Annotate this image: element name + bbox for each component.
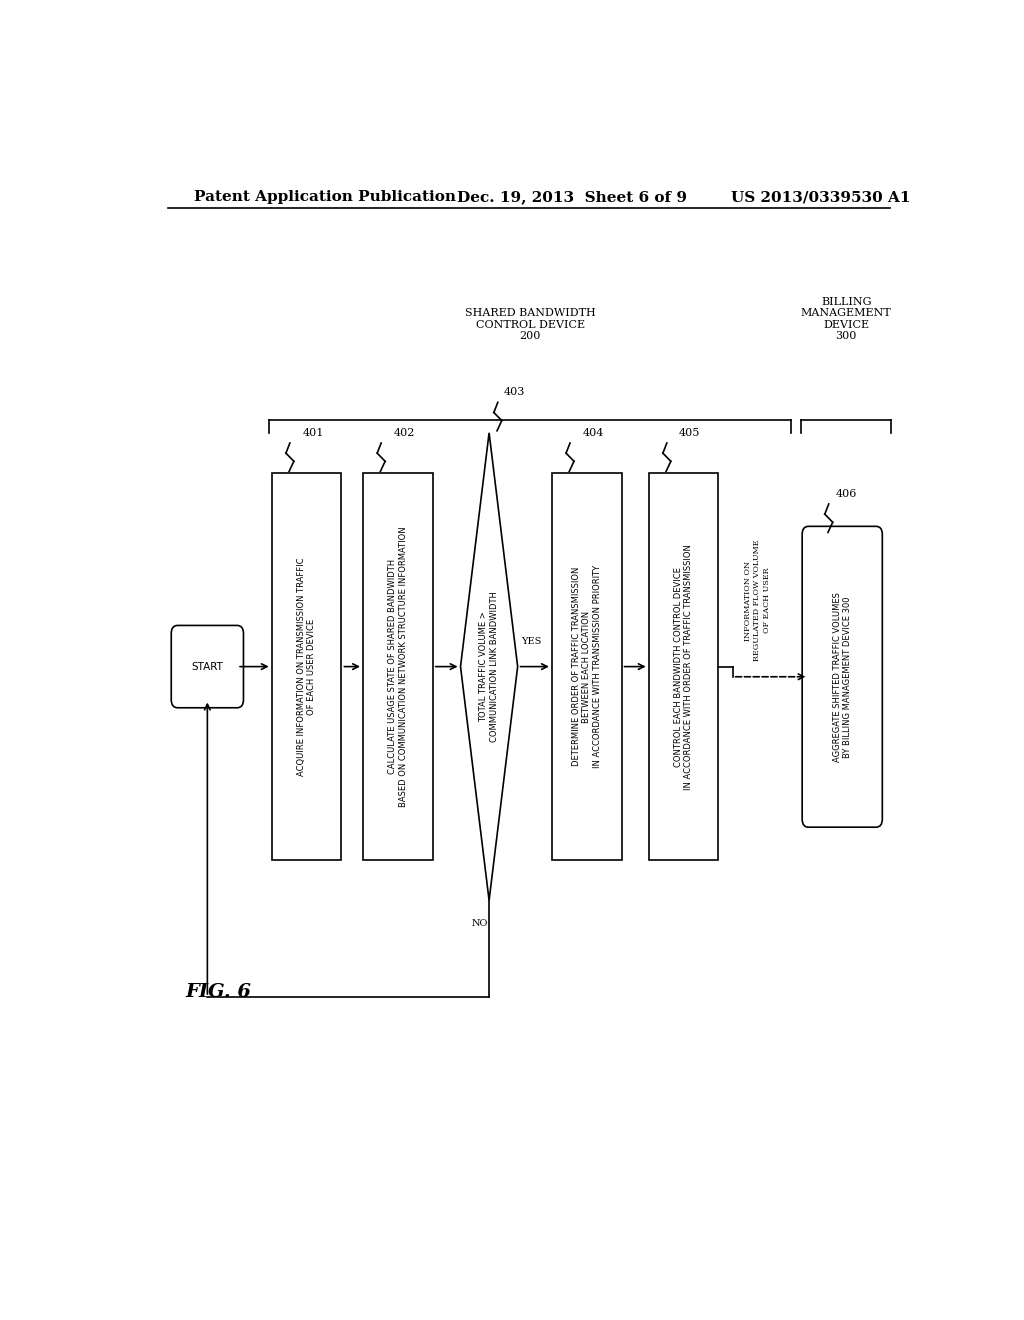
Bar [271,474,341,859]
Text: 403: 403 [504,387,525,397]
Text: 404: 404 [583,428,604,438]
Text: TOTAL TRAFFIC VOLUME >
COMMUNICATION LINK BANDWIDTH: TOTAL TRAFFIC VOLUME > COMMUNICATION LIN… [479,591,499,742]
Text: CONTROL EACH BANDWIDTH CONTROL DEVICE
IN ACCORDANCE WITH ORDER OF TRAFFIC TRANSM: CONTROL EACH BANDWIDTH CONTROL DEVICE IN… [674,544,693,789]
FancyBboxPatch shape [171,626,244,708]
Text: 406: 406 [836,488,857,499]
FancyBboxPatch shape [802,527,883,828]
Text: BILLING
MANAGEMENT
DEVICE
300: BILLING MANAGEMENT DEVICE 300 [801,297,892,342]
Polygon shape [461,433,518,900]
Text: DETERMINE ORDER OF TRAFFIC TRANSMISSION
BETWEEN EACH LOCATION
IN ACCORDANCE WITH: DETERMINE ORDER OF TRAFFIC TRANSMISSION … [571,565,602,768]
Text: 405: 405 [679,428,700,438]
Text: Patent Application Publication: Patent Application Publication [194,190,456,205]
Bar [362,474,433,859]
Text: INFORMATION ON
REGULATED FLOW VOLUME
OF EACH USER: INFORMATION ON REGULATED FLOW VOLUME OF … [744,540,770,661]
Text: START: START [191,661,223,672]
Text: FIG. 6: FIG. 6 [185,983,251,1001]
Text: YES: YES [521,636,542,645]
Text: 402: 402 [393,428,415,438]
Text: 401: 401 [302,428,324,438]
Text: Dec. 19, 2013  Sheet 6 of 9: Dec. 19, 2013 Sheet 6 of 9 [458,190,687,205]
Text: AGGREGATE SHIFTED TRAFFIC VOLUMES
BY BILLING MANAGEMENT DEVICE 300: AGGREGATE SHIFTED TRAFFIC VOLUMES BY BIL… [833,591,852,762]
Text: SHARED BANDWIDTH
CONTROL DEVICE
200: SHARED BANDWIDTH CONTROL DEVICE 200 [465,308,596,342]
Text: CALCULATE USAGE STATE OF SHARED BANDWIDTH
BASED ON COMMUNICATION NETWORK STRUCTU: CALCULATE USAGE STATE OF SHARED BANDWIDT… [388,527,408,807]
Bar [648,474,719,859]
Text: NO: NO [471,919,487,928]
Text: US 2013/0339530 A1: US 2013/0339530 A1 [731,190,910,205]
Bar [552,474,622,859]
Text: ACQUIRE INFORMATION ON TRANSMISSION TRAFFIC
OF EACH USER DEVICE: ACQUIRE INFORMATION ON TRANSMISSION TRAF… [297,557,316,776]
